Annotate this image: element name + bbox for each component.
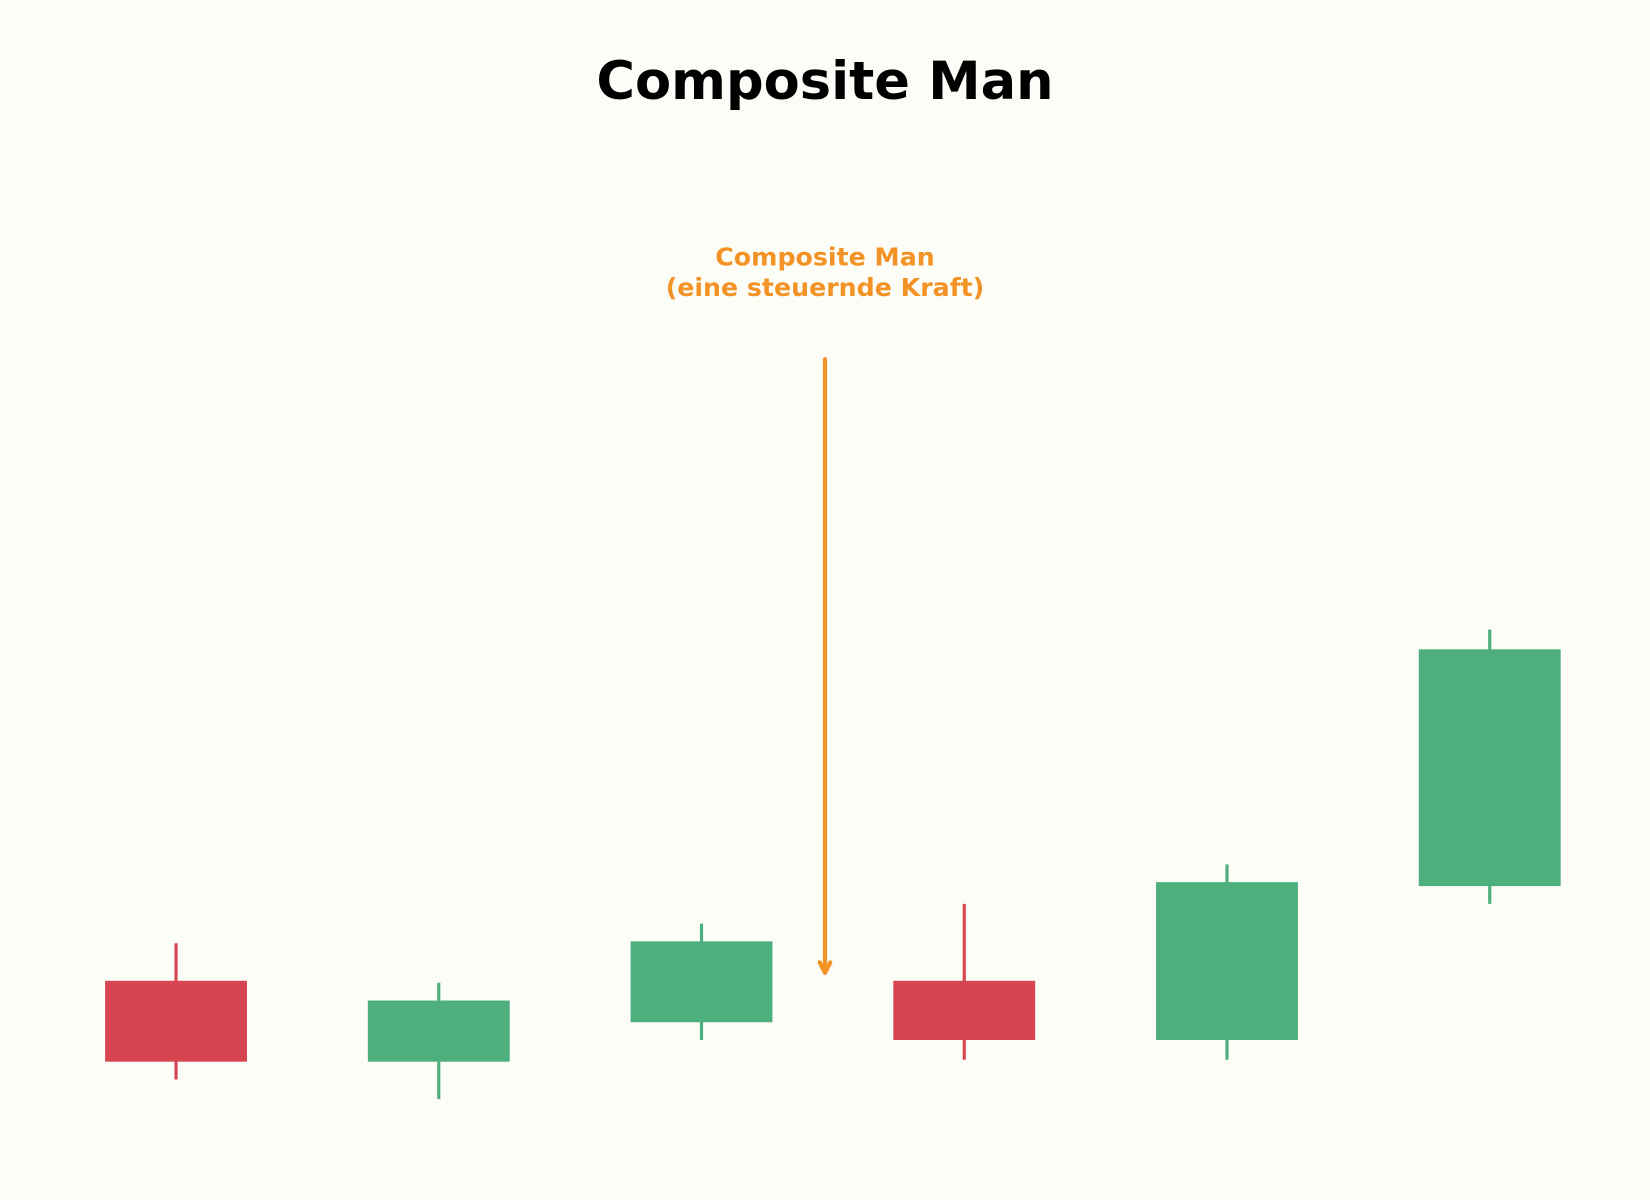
candle-body [105,980,247,1062]
chart-title: Composite Man [596,51,1053,112]
candle-body [367,1000,510,1062]
candle-body [1156,882,1298,1040]
candle-body [893,980,1036,1040]
candle-body [1418,649,1561,887]
annotation-text: Composite Man [715,242,934,271]
annotation-arrowhead [817,960,833,976]
annotation-text: (eine steuernde Kraft) [666,273,985,302]
candle-body [630,941,773,1023]
